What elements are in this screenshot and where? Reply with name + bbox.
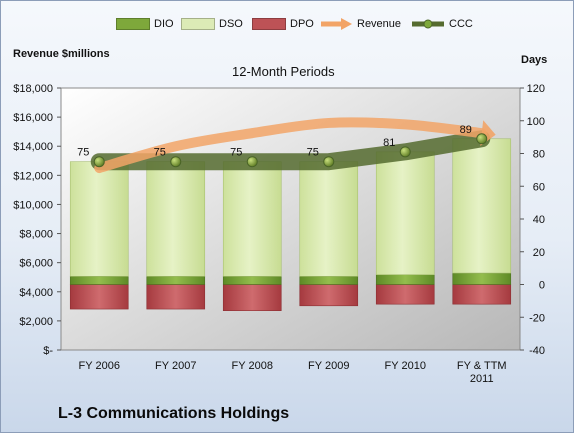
legend-label-dpo: DPO [290,18,314,30]
legend-swatch-dpo [252,18,286,30]
ccc-data-label: 75 [230,147,242,159]
chart-footer-title: L-3 Communications Holdings [58,405,290,422]
ccc-data-label: 75 [307,147,319,159]
category-label: FY 2009 [308,360,349,372]
bar-dpo [146,284,206,310]
right-axis-tick-label: 20 [533,247,545,259]
ccc-data-label: 89 [460,124,472,136]
bar-dio [69,276,129,285]
bar-dpo [299,284,359,307]
right-axis-title: Days [521,54,548,66]
left-axis-tick-label: $12,000 [13,170,53,182]
legend-label-ccc: CCC [449,18,473,30]
ccc-point [170,156,182,168]
left-axis-tick-label: $8,000 [19,229,53,241]
legend-label-revenue: Revenue [357,18,402,30]
bar-dso [375,151,435,275]
right-axis-tick-label: 100 [527,116,545,128]
bar-dpo [222,284,282,312]
bar-dpo [452,284,512,305]
bar-dso [452,138,512,274]
legend-swatch-dso [181,18,215,30]
bar-dio [452,272,512,285]
bar-dso [146,161,206,277]
left-axis-tick-label: $4,000 [19,287,53,299]
bar-dio [222,276,282,285]
ccc-data-label: 81 [383,137,395,149]
right-axis-tick-label: 0 [539,280,545,292]
right-axis-tick-label: 80 [533,149,545,161]
chart-subtitle: 12-Month Periods [232,64,335,79]
legend-item-dpo: DPO [252,16,314,32]
left-axis-tick-label: $18,000 [13,83,53,95]
ccc-point [323,156,335,168]
category-label-line2: 2011 [470,373,494,385]
bar-dio [299,276,359,285]
legend-item-dso: DSO [181,16,243,32]
category-label: FY 2010 [385,360,426,372]
right-axis-tick-label: -20 [529,312,545,324]
category-label: FY 2008 [232,360,273,372]
legend-label-dio: DIO [154,18,174,30]
ccc-point [93,156,105,168]
left-axis-tick-label: $16,000 [13,112,53,124]
bar-dso [222,161,282,277]
ccc-data-label: 75 [154,147,166,159]
bar-dpo [69,284,129,310]
ccc-line [90,130,491,171]
right-axis-tick-label: 120 [527,83,545,95]
legend-arrow-icon [321,18,352,30]
revenue-line [94,117,487,174]
right-axis-tick-label: 40 [533,214,545,226]
bar-dio [375,274,435,285]
left-axis-tick-label: $6,000 [19,258,53,270]
right-axis-tick-label: 60 [533,181,545,193]
bar-dpo [375,284,435,305]
ccc-point [246,156,258,168]
bar-dso [299,161,359,277]
left-axis-title: Revenue $millions [13,48,110,60]
category-label: FY 2006 [79,360,120,372]
legend-item-ccc: CCC [411,16,473,32]
category-label: FY 2007 [155,360,196,372]
bar-dio [146,276,206,285]
ccc-data-label: 75 [77,147,89,159]
bar-dso [69,161,129,277]
left-axis-tick-label: $2,000 [19,316,53,328]
ccc-point [476,133,488,145]
left-axis-tick-label: $10,000 [13,199,53,211]
category-label: FY & TTM [457,360,507,372]
legend-line-icon [412,19,444,29]
legend-swatch-dio [116,18,150,30]
right-axis-tick-label: -40 [529,345,545,357]
legend-item-dio: DIO [116,16,174,32]
ccc-point [399,146,411,158]
left-axis-tick-label: $- [43,345,53,357]
legend-item-revenue: Revenue [319,16,401,32]
left-axis-tick-label: $14,000 [13,141,53,153]
legend-label-dso: DSO [219,18,243,30]
